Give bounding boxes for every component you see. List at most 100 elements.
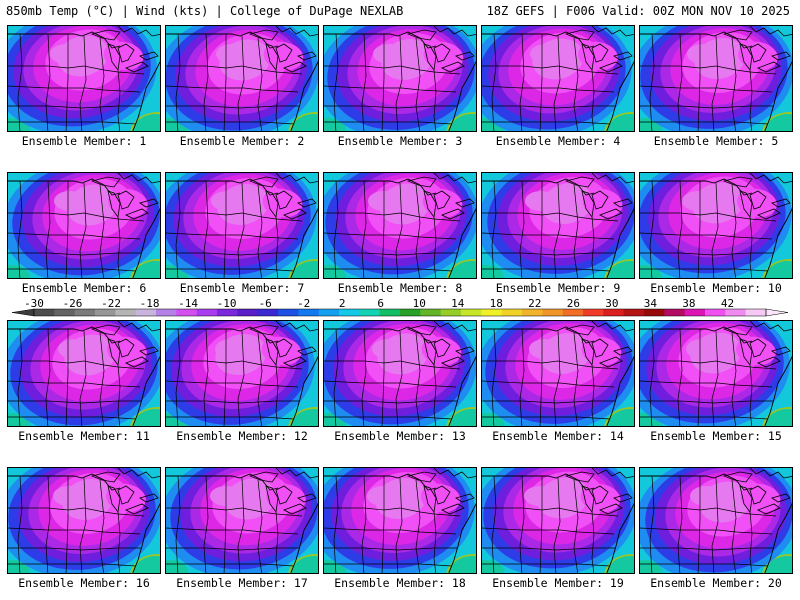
state-boundaries bbox=[324, 26, 476, 131]
colorbar-min-arrow bbox=[11, 308, 35, 317]
temperature-map bbox=[8, 321, 160, 426]
colorbar-swatch bbox=[74, 309, 96, 316]
colorbar-swatch bbox=[725, 309, 747, 316]
temperature-map bbox=[482, 468, 634, 573]
temperature-map bbox=[166, 26, 318, 131]
temperature-map bbox=[166, 468, 318, 573]
colorbar-swatch bbox=[54, 309, 76, 316]
colorbar-swatch bbox=[420, 309, 442, 316]
ensemble-member-label: Ensemble Member: 4 bbox=[495, 134, 621, 148]
state-boundaries bbox=[324, 321, 476, 426]
state-boundaries bbox=[482, 468, 634, 573]
ensemble-member-label: Ensemble Member: 14 bbox=[492, 429, 624, 443]
state-boundaries bbox=[166, 468, 318, 573]
ensemble-map-panel bbox=[7, 467, 161, 574]
colorbar-max-arrow bbox=[765, 308, 789, 317]
colorbar-tick-label: -22 bbox=[101, 297, 121, 310]
colorbar-swatch bbox=[623, 309, 645, 316]
colorbar-swatch bbox=[745, 309, 767, 316]
temperature-contours bbox=[166, 468, 318, 573]
colorbar-swatch bbox=[603, 309, 625, 316]
colorbar-swatch bbox=[644, 309, 665, 316]
state-boundaries bbox=[640, 321, 792, 426]
state-boundaries bbox=[166, 321, 318, 426]
colorbar-swatch bbox=[237, 309, 259, 316]
colorbar-swatch bbox=[705, 309, 726, 316]
state-boundaries bbox=[482, 321, 634, 426]
ensemble-member-label: Ensemble Member: 13 bbox=[334, 429, 466, 443]
colorbar-tick-label: 30 bbox=[605, 297, 618, 310]
temperature-map bbox=[166, 321, 318, 426]
state-boundaries bbox=[324, 468, 476, 573]
colorbar-tick-label: 6 bbox=[377, 297, 384, 310]
colorbar-swatch bbox=[278, 309, 299, 316]
colorbar-swatch bbox=[440, 309, 462, 316]
ensemble-member-label: Ensemble Member: 7 bbox=[179, 281, 305, 295]
state-boundaries bbox=[8, 173, 160, 278]
colorbar-swatch bbox=[359, 309, 381, 316]
colorbar-swatch bbox=[34, 309, 55, 316]
ensemble-member-label: Ensemble Member: 12 bbox=[176, 429, 308, 443]
colorbar-swatch bbox=[501, 309, 523, 316]
temperature-contours bbox=[324, 26, 476, 131]
ensemble-map-panel bbox=[323, 25, 477, 132]
ensemble-map-panel bbox=[639, 467, 793, 574]
colorbar-swatch bbox=[176, 309, 198, 316]
colorbar-tick-label: 22 bbox=[528, 297, 541, 310]
ensemble-map-panel bbox=[639, 172, 793, 279]
colorbar-swatch bbox=[461, 309, 482, 316]
colorbar-swatch bbox=[196, 309, 218, 316]
temperature-map bbox=[324, 321, 476, 426]
ensemble-map-panel bbox=[481, 467, 635, 574]
colorbar-swatch bbox=[95, 309, 116, 316]
ensemble-member-label: Ensemble Member: 10 bbox=[650, 281, 782, 295]
temperature-map bbox=[8, 173, 160, 278]
ensemble-member-label: Ensemble Member: 20 bbox=[650, 576, 782, 590]
temperature-contours bbox=[166, 321, 318, 426]
temperature-map bbox=[482, 173, 634, 278]
ensemble-map-panel bbox=[639, 320, 793, 427]
temperature-map bbox=[324, 173, 476, 278]
ensemble-map-panel bbox=[323, 320, 477, 427]
ensemble-member-label: Ensemble Member: 19 bbox=[492, 576, 624, 590]
temperature-colorbar: -30 -26 -22 -18 -14 -10 -6 -2 2 6 10 14 18 22 26 30 34 38… bbox=[11, 297, 789, 317]
colorbar-swatch bbox=[115, 309, 137, 316]
ensemble-map-panel bbox=[165, 25, 319, 132]
temperature-map bbox=[482, 26, 634, 131]
colorbar-tick-label: -14 bbox=[178, 297, 198, 310]
colorbar-tick-label: 18 bbox=[490, 297, 503, 310]
chart-title: 850mb Temp (°C) | Wind (kts) | College o… bbox=[6, 4, 404, 18]
state-boundaries bbox=[8, 26, 160, 131]
colorbar-swatch bbox=[217, 309, 238, 316]
temperature-contours bbox=[8, 173, 160, 278]
ensemble-member-label: Ensemble Member: 15 bbox=[650, 429, 782, 443]
colorbar-tick-label: 34 bbox=[644, 297, 658, 310]
colorbar-tick-label: 2 bbox=[339, 297, 346, 310]
colorbar-tick-label: -6 bbox=[259, 297, 272, 310]
colorbar-swatch bbox=[318, 309, 340, 316]
colorbar-swatch bbox=[379, 309, 401, 316]
temperature-map bbox=[640, 173, 792, 278]
colorbar-swatch bbox=[298, 309, 320, 316]
temperature-contours bbox=[8, 321, 160, 426]
colorbar-swatch bbox=[481, 309, 503, 316]
colorbar-tick-label: 42 bbox=[721, 297, 734, 310]
ensemble-member-label: Ensemble Member: 3 bbox=[337, 134, 463, 148]
colorbar-tick-label: 38 bbox=[682, 297, 695, 310]
ensemble-map-panel bbox=[481, 172, 635, 279]
ensemble-member-label: Ensemble Member: 11 bbox=[18, 429, 150, 443]
temperature-contours bbox=[324, 173, 476, 278]
ensemble-map-panel bbox=[481, 320, 635, 427]
ensemble-map-panel bbox=[7, 320, 161, 427]
colorbar-swatch bbox=[562, 309, 584, 316]
state-boundaries bbox=[482, 26, 634, 131]
ensemble-member-label: Ensemble Member: 16 bbox=[18, 576, 150, 590]
colorbar-swatch bbox=[664, 309, 686, 316]
state-boundaries bbox=[640, 468, 792, 573]
state-boundaries bbox=[166, 173, 318, 278]
colorbar-tick-label: -10 bbox=[217, 297, 237, 310]
temperature-map bbox=[8, 468, 160, 573]
temperature-map bbox=[8, 26, 160, 131]
colorbar-swatch bbox=[135, 309, 157, 316]
colorbar-tick-label: 10 bbox=[413, 297, 426, 310]
